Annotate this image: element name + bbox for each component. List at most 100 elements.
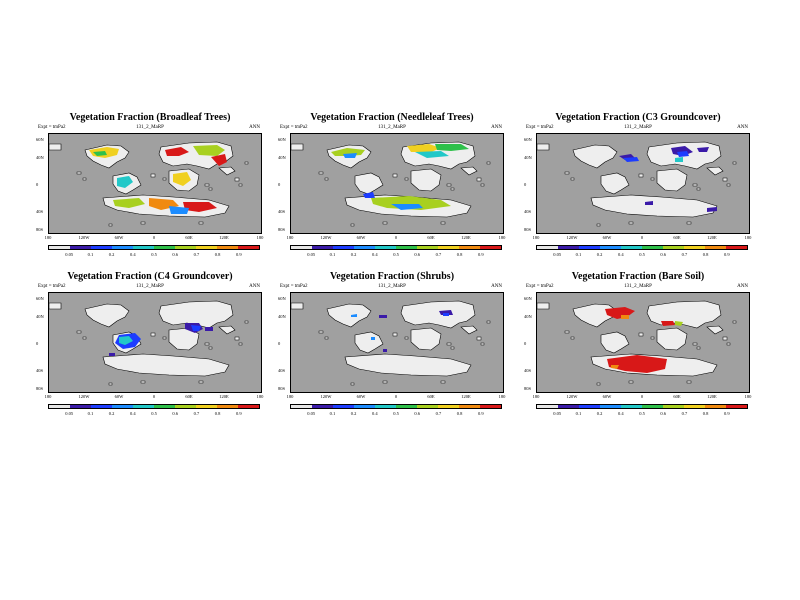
colorbar <box>48 404 260 409</box>
longitude-label: 60E <box>427 235 435 240</box>
colorbar-swatch <box>91 246 112 249</box>
panel-title: Vegetation Fraction (Needleleaf Trees) <box>310 112 474 123</box>
map-panel: Vegetation Fraction (C3 Groundcover) Expt… <box>524 112 752 272</box>
longitude-label: 60W <box>114 235 124 240</box>
colorbar-tick-label: 0.9 <box>477 252 484 257</box>
vegetation-patch <box>183 202 217 212</box>
longitude-label: 60E <box>185 235 193 240</box>
longitude-label: 180 <box>256 235 264 240</box>
colorbar-swatch <box>558 405 579 408</box>
vegetation-patch <box>435 144 469 151</box>
island <box>392 332 398 337</box>
experiment-label: Expt = tmPa2 <box>526 284 554 289</box>
vegetation-patch <box>109 353 115 356</box>
vegetation-patch <box>371 337 375 340</box>
run-label: 131_2_MaRP <box>136 284 164 289</box>
longitude-label: 0 <box>640 235 644 240</box>
continent <box>460 325 478 335</box>
vegetation-patch <box>407 144 441 152</box>
island <box>350 382 355 386</box>
island <box>722 177 728 182</box>
latitude-label: 40S <box>524 209 532 214</box>
colorbar-swatch <box>70 246 91 249</box>
latitude-label: 40S <box>36 368 44 373</box>
colorbar-tick-label: 0.2 <box>108 411 115 416</box>
island <box>570 336 575 340</box>
vegetation-patch <box>117 176 133 188</box>
island <box>726 342 731 346</box>
vegetation-patch <box>211 154 227 166</box>
island <box>76 171 82 175</box>
longitude-label: 120W <box>78 394 90 399</box>
longitude-label: 0 <box>394 235 398 240</box>
latitude-label: 0 <box>36 182 39 187</box>
colorbar-swatch <box>175 405 196 408</box>
island <box>732 161 737 165</box>
continent <box>706 166 724 176</box>
colorbar-swatch <box>417 246 438 249</box>
colorbar-tick-label: 0.6 <box>414 411 420 416</box>
island <box>570 177 575 181</box>
colorbar-swatch <box>459 405 480 408</box>
continent <box>656 327 688 351</box>
longitude-label: 120E <box>707 394 717 399</box>
island <box>244 320 249 324</box>
vegetation-patch <box>371 196 451 210</box>
island <box>440 221 446 225</box>
colorbar-swatch <box>354 246 375 249</box>
colorbar-tick-label: 0.7 <box>435 411 442 416</box>
vegetation-patch <box>443 313 449 316</box>
season-label: ANN <box>491 125 502 130</box>
longitude-label: 120E <box>461 394 471 399</box>
colorbar-tick-label: 0.1 <box>575 411 582 416</box>
colorbar-swatch <box>459 246 480 249</box>
colorbar-swatch <box>291 405 312 408</box>
latitude-label: 80S <box>278 227 286 232</box>
vegetation-patch <box>677 151 689 157</box>
island <box>486 320 491 324</box>
colorbar-tick-label: 0.5 <box>151 252 157 257</box>
colorbar-swatch <box>196 246 217 249</box>
colorbar-tick-label: 0.05 <box>307 252 316 257</box>
longitude-label: 60W <box>602 235 612 240</box>
longitude-label: 180 <box>744 394 752 399</box>
longitude-label: 180 <box>498 235 506 240</box>
colorbar-swatch <box>396 405 417 408</box>
latitude-label: 40S <box>278 368 286 373</box>
colorbar-swatch <box>196 405 217 408</box>
island <box>162 177 167 181</box>
colorbar-swatch <box>175 246 196 249</box>
colorbar-tick-label: 0.05 <box>553 411 562 416</box>
latitude-label: 60N <box>524 296 532 301</box>
latitude-label: 60N <box>278 296 286 301</box>
island <box>564 171 570 175</box>
island <box>140 221 146 225</box>
longitude-label: 180 <box>286 394 294 399</box>
continent <box>600 331 630 354</box>
colorbar-swatch <box>684 246 705 249</box>
island <box>150 332 156 337</box>
island <box>392 173 398 178</box>
island <box>638 332 644 337</box>
season-label: ANN <box>249 125 260 130</box>
colorbar-tick-label: 0.2 <box>350 252 357 257</box>
season-label: ANN <box>249 284 260 289</box>
longitude-label: 60W <box>602 394 612 399</box>
island <box>382 221 388 225</box>
vegetation-patch <box>623 157 639 162</box>
island <box>692 183 698 187</box>
island <box>650 177 655 181</box>
colorbar-tick-label: 0.2 <box>596 252 603 257</box>
experiment-label: Expt = tmPa2 <box>526 125 554 130</box>
continent <box>291 302 304 310</box>
colorbar-tick-label: 0.7 <box>435 252 442 257</box>
colorbar-swatch <box>480 246 501 249</box>
map-panel: Vegetation Fraction (Broadleaf Trees) Exp… <box>36 112 264 272</box>
longitude-label: 180 <box>744 235 752 240</box>
latitude-label: 40S <box>36 209 44 214</box>
vegetation-patch <box>383 349 387 352</box>
run-label: 131_2_MaRP <box>624 125 652 130</box>
colorbar-swatch <box>333 405 354 408</box>
colorbar-swatch <box>726 246 747 249</box>
vegetation-patch <box>379 315 387 318</box>
